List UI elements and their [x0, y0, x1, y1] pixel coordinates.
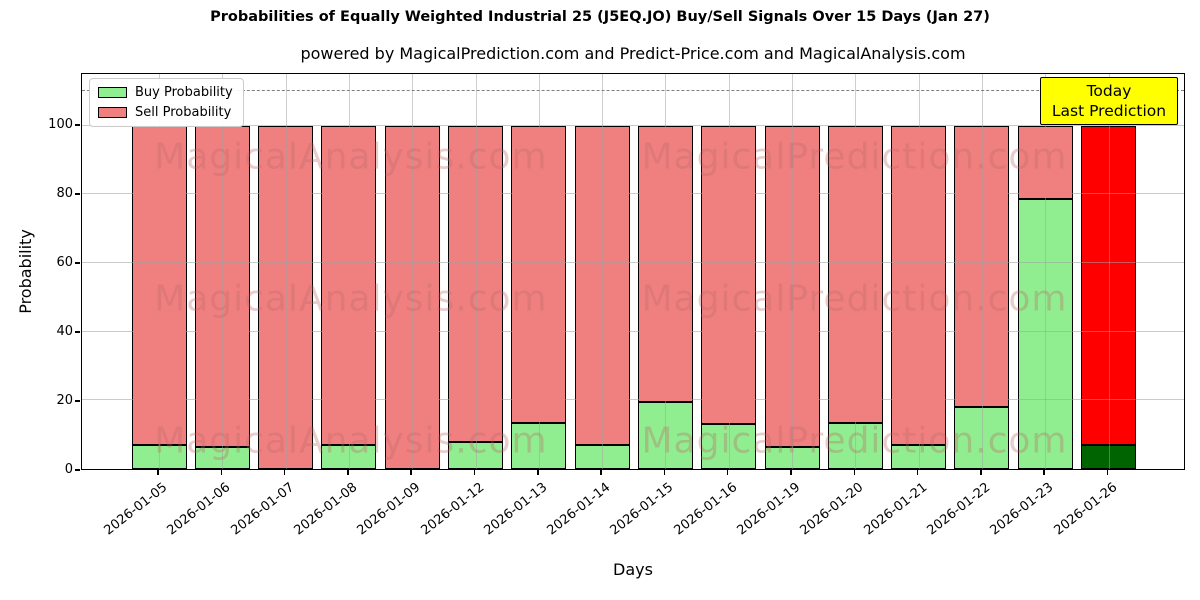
buy-swatch-icon — [98, 87, 127, 98]
x-tick-mark — [283, 470, 286, 475]
legend-item-buy: Buy Probability — [98, 85, 233, 100]
y-tick-label: 20 — [56, 392, 73, 408]
y-tick-mark — [75, 124, 80, 126]
gridline-vertical — [918, 74, 920, 469]
today-annotation: Today Last Prediction — [1040, 77, 1178, 126]
gridline-vertical — [855, 74, 857, 469]
today-annotation-line2: Last Prediction — [1051, 102, 1167, 121]
watermark-text: MagicalAnalysis.com — [154, 278, 548, 320]
x-tick-mark — [1106, 470, 1109, 475]
x-tick-mark — [790, 470, 792, 475]
gridline-vertical — [285, 74, 287, 469]
legend: Buy Probability Sell Probability — [89, 78, 244, 127]
gridline-vertical — [159, 74, 160, 469]
today-annotation-line1: Today — [1086, 82, 1132, 100]
x-tick-mark — [537, 470, 539, 475]
y-tick-mark — [75, 400, 80, 402]
y-tick-label: 100 — [48, 116, 73, 132]
gridline-vertical — [665, 74, 667, 469]
gridline-vertical — [412, 74, 414, 469]
watermark-text: MagicalAnalysis.com — [154, 136, 548, 178]
y-tick-mark — [75, 262, 80, 264]
legend-item-sell: Sell Probability — [98, 105, 233, 120]
x-axis-label: Days — [613, 560, 653, 579]
y-tick-mark — [75, 193, 80, 195]
gridline-vertical — [1108, 74, 1110, 469]
watermark-text: MagicalAnalysis.com — [154, 420, 548, 462]
chart-title: Probabilities of Equally Weighted Indust… — [210, 9, 990, 25]
watermark-text: MagicalPrediction.com — [641, 420, 1068, 462]
x-tick-mark — [473, 470, 476, 475]
y-tick-label: 0 — [64, 462, 73, 477]
gridline-horizontal — [82, 261, 1184, 263]
gridline-vertical — [728, 74, 730, 469]
x-tick-mark — [980, 470, 982, 475]
gridline-horizontal — [82, 330, 1184, 332]
x-tick-mark — [726, 470, 729, 475]
plot-area: Buy Probability Sell Probability Today L… — [81, 73, 1185, 470]
chart-subtitle: powered by MagicalPrediction.com and Pre… — [300, 44, 966, 63]
y-tick-label: 40 — [56, 323, 73, 339]
legend-label-buy: Buy Probability — [135, 85, 233, 100]
x-tick-mark — [220, 470, 223, 475]
x-tick-mark — [157, 470, 159, 475]
sell-swatch-icon — [98, 107, 127, 118]
gridline-vertical — [538, 74, 540, 469]
gridline-vertical — [981, 74, 983, 469]
y-axis-label: Probability — [15, 229, 35, 314]
y-tick-label: 80 — [56, 185, 73, 201]
gridline-vertical — [222, 74, 224, 469]
gridline-horizontal — [82, 193, 1184, 195]
x-tick-mark — [347, 470, 349, 475]
x-tick-mark — [410, 470, 412, 475]
gridline-vertical — [475, 74, 477, 469]
gridline-vertical — [348, 74, 350, 469]
x-tick-mark — [916, 470, 919, 475]
watermark-text: MagicalPrediction.com — [641, 136, 1068, 178]
y-tick-label: 60 — [56, 254, 73, 270]
y-tick-mark — [75, 469, 80, 471]
x-tick-mark — [663, 470, 666, 475]
gridline-vertical — [1045, 74, 1047, 469]
x-tick-mark — [853, 470, 856, 475]
gridline-vertical — [792, 74, 793, 469]
gridline-horizontal — [82, 399, 1184, 401]
legend-label-sell: Sell Probability — [135, 105, 232, 120]
x-tick-mark — [600, 470, 602, 475]
watermark-text: MagicalPrediction.com — [641, 278, 1068, 320]
dashed-threshold-line — [82, 90, 1184, 92]
y-tick-mark — [75, 331, 80, 333]
gridline-vertical — [602, 74, 604, 469]
gridline-horizontal — [82, 124, 1184, 126]
x-tick-mark — [1043, 470, 1045, 475]
